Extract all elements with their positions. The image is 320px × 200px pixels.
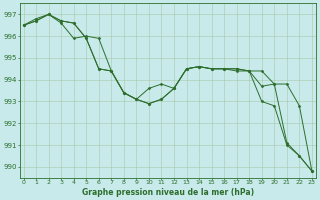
X-axis label: Graphe pression niveau de la mer (hPa): Graphe pression niveau de la mer (hPa) [82,188,254,197]
